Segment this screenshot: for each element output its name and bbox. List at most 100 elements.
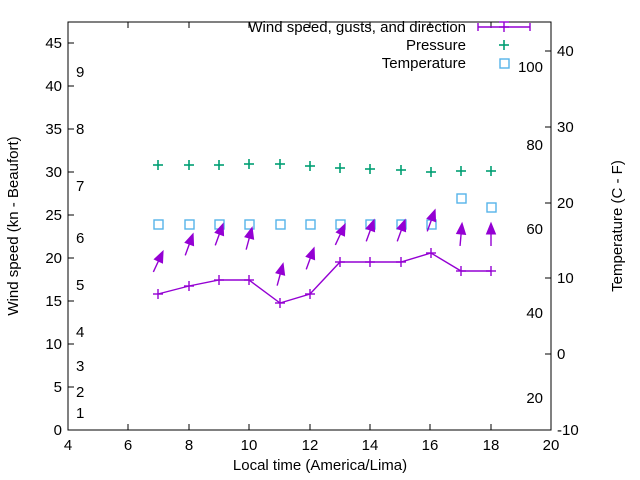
plot-frame	[67, 21, 552, 431]
ytick-label-30: 30	[45, 164, 62, 181]
wind-speed-point	[335, 257, 345, 267]
temperature-point	[275, 219, 286, 230]
y2tick-label-f-60: 60	[526, 221, 543, 238]
ytick-label-10: 10	[45, 336, 62, 353]
beaufort-label-4: 4	[76, 324, 84, 341]
legend-marker-wind	[477, 21, 531, 32]
xtick-label-8: 8	[185, 437, 193, 454]
beaufort-label-7: 7	[76, 178, 84, 195]
x-axis-ticks	[67, 22, 552, 430]
beaufort-label-9: 9	[76, 64, 84, 81]
xtick-label-18: 18	[483, 437, 500, 454]
legend-marker-pressure	[499, 40, 509, 50]
wind-direction-arrow	[365, 218, 376, 242]
beaufort-label-6: 6	[76, 230, 84, 247]
series-pressure	[153, 159, 496, 177]
legend-entry-wind[interactable]: Wind speed, gusts, and direction	[248, 19, 531, 36]
wind-direction-arrow	[396, 218, 407, 242]
wind-direction-arrow	[152, 249, 164, 273]
legend-label-wind: Wind speed, gusts, and direction	[248, 19, 466, 36]
beaufort-scale-labels: 1 2 3 4 5 6 7 8 9	[76, 64, 84, 422]
wind-direction-arrow	[275, 262, 286, 286]
wind-direction-arrow	[214, 222, 225, 246]
pressure-point	[184, 160, 194, 170]
right-axis-ticks	[545, 50, 551, 431]
series-wind-speed	[153, 248, 496, 308]
wind-speed-point	[305, 289, 315, 299]
wind-speed-point	[396, 257, 406, 267]
y2tick-label-f-100: 100	[518, 59, 543, 76]
y2tick-label-f-40: 40	[526, 305, 543, 322]
wind-direction-arrow	[426, 208, 437, 232]
pressure-point	[305, 161, 315, 171]
wind-direction-arrow	[485, 221, 497, 246]
xtick-label-10: 10	[241, 437, 258, 454]
pressure-point	[365, 164, 375, 174]
y2tick-label-c-30: 30	[557, 119, 574, 136]
ytick-label-45: 45	[45, 35, 62, 52]
ytick-label-40: 40	[45, 78, 62, 95]
xtick-label-14: 14	[362, 437, 379, 454]
right-axis-celsius-labels: -10 0 10 20 30 40	[557, 43, 579, 439]
legend-entry-pressure[interactable]: Pressure	[406, 37, 509, 54]
y2tick-label-c-m10: -10	[557, 422, 579, 439]
left-axis-tick-labels: 0 5 10 15 20 25 30 35 40 45	[45, 35, 62, 439]
pressure-point	[456, 166, 466, 176]
temperature-point	[486, 202, 497, 213]
temperature-point	[305, 219, 316, 230]
wind-direction-arrow	[455, 221, 467, 247]
beaufort-label-5: 5	[76, 277, 84, 294]
wind-speed-point	[214, 275, 224, 285]
wind-speed-point	[184, 281, 194, 291]
pressure-point	[426, 167, 436, 177]
legend-label-temperature: Temperature	[382, 55, 466, 72]
y-axis-title: Wind speed (kn - Beaufort)	[5, 136, 22, 315]
legend-entry-temperature[interactable]: Temperature	[382, 55, 510, 72]
ytick-label-25: 25	[45, 207, 62, 224]
xtick-label-6: 6	[124, 437, 132, 454]
x-axis-tick-labels: 4 6 8 10 12 14 16 18 20	[64, 437, 560, 454]
temperature-point	[153, 219, 164, 230]
beaufort-label-3: 3	[76, 358, 84, 375]
temperature-point	[456, 193, 467, 204]
beaufort-label-8: 8	[76, 121, 84, 138]
wind-speed-point	[153, 289, 163, 299]
y2tick-label-c-0: 0	[557, 346, 565, 363]
wind-direction-arrow	[244, 226, 255, 250]
wind-direction-arrow	[184, 232, 195, 256]
ytick-label-20: 20	[45, 250, 62, 267]
pressure-point	[275, 159, 285, 169]
wind-speed-point	[456, 266, 466, 276]
beaufort-label-2: 2	[76, 384, 84, 401]
ytick-label-0: 0	[54, 422, 62, 439]
pressure-point	[486, 166, 496, 176]
xtick-label-12: 12	[302, 437, 319, 454]
x-axis-title: Local time (America/Lima)	[233, 457, 407, 474]
y2tick-label-f-20: 20	[526, 390, 543, 407]
left-axis-ticks	[68, 42, 74, 431]
beaufort-label-1: 1	[76, 405, 84, 422]
xtick-label-16: 16	[422, 437, 439, 454]
y2tick-label-c-10: 10	[557, 270, 574, 287]
pressure-point	[244, 159, 254, 169]
legend-label-pressure: Pressure	[406, 37, 466, 54]
wind-speed-point	[244, 275, 254, 285]
wind-direction-arrow	[305, 246, 316, 270]
pressure-point	[153, 160, 163, 170]
temperature-point	[244, 219, 255, 230]
legend: Wind speed, gusts, and direction Pressur…	[248, 19, 531, 72]
xtick-label-4: 4	[64, 437, 72, 454]
ytick-label-15: 15	[45, 293, 62, 310]
wind-speed-point	[365, 257, 375, 267]
wind-speed-point	[426, 248, 436, 258]
pressure-point	[214, 160, 224, 170]
ytick-label-5: 5	[54, 379, 62, 396]
wind-speed-point	[486, 266, 496, 276]
wind-direction-arrow	[334, 222, 346, 246]
wind-speed-point	[275, 298, 285, 308]
y2-axis-title: Temperature (C - F)	[609, 160, 626, 292]
xtick-label-20: 20	[543, 437, 560, 454]
pressure-point	[335, 163, 345, 173]
